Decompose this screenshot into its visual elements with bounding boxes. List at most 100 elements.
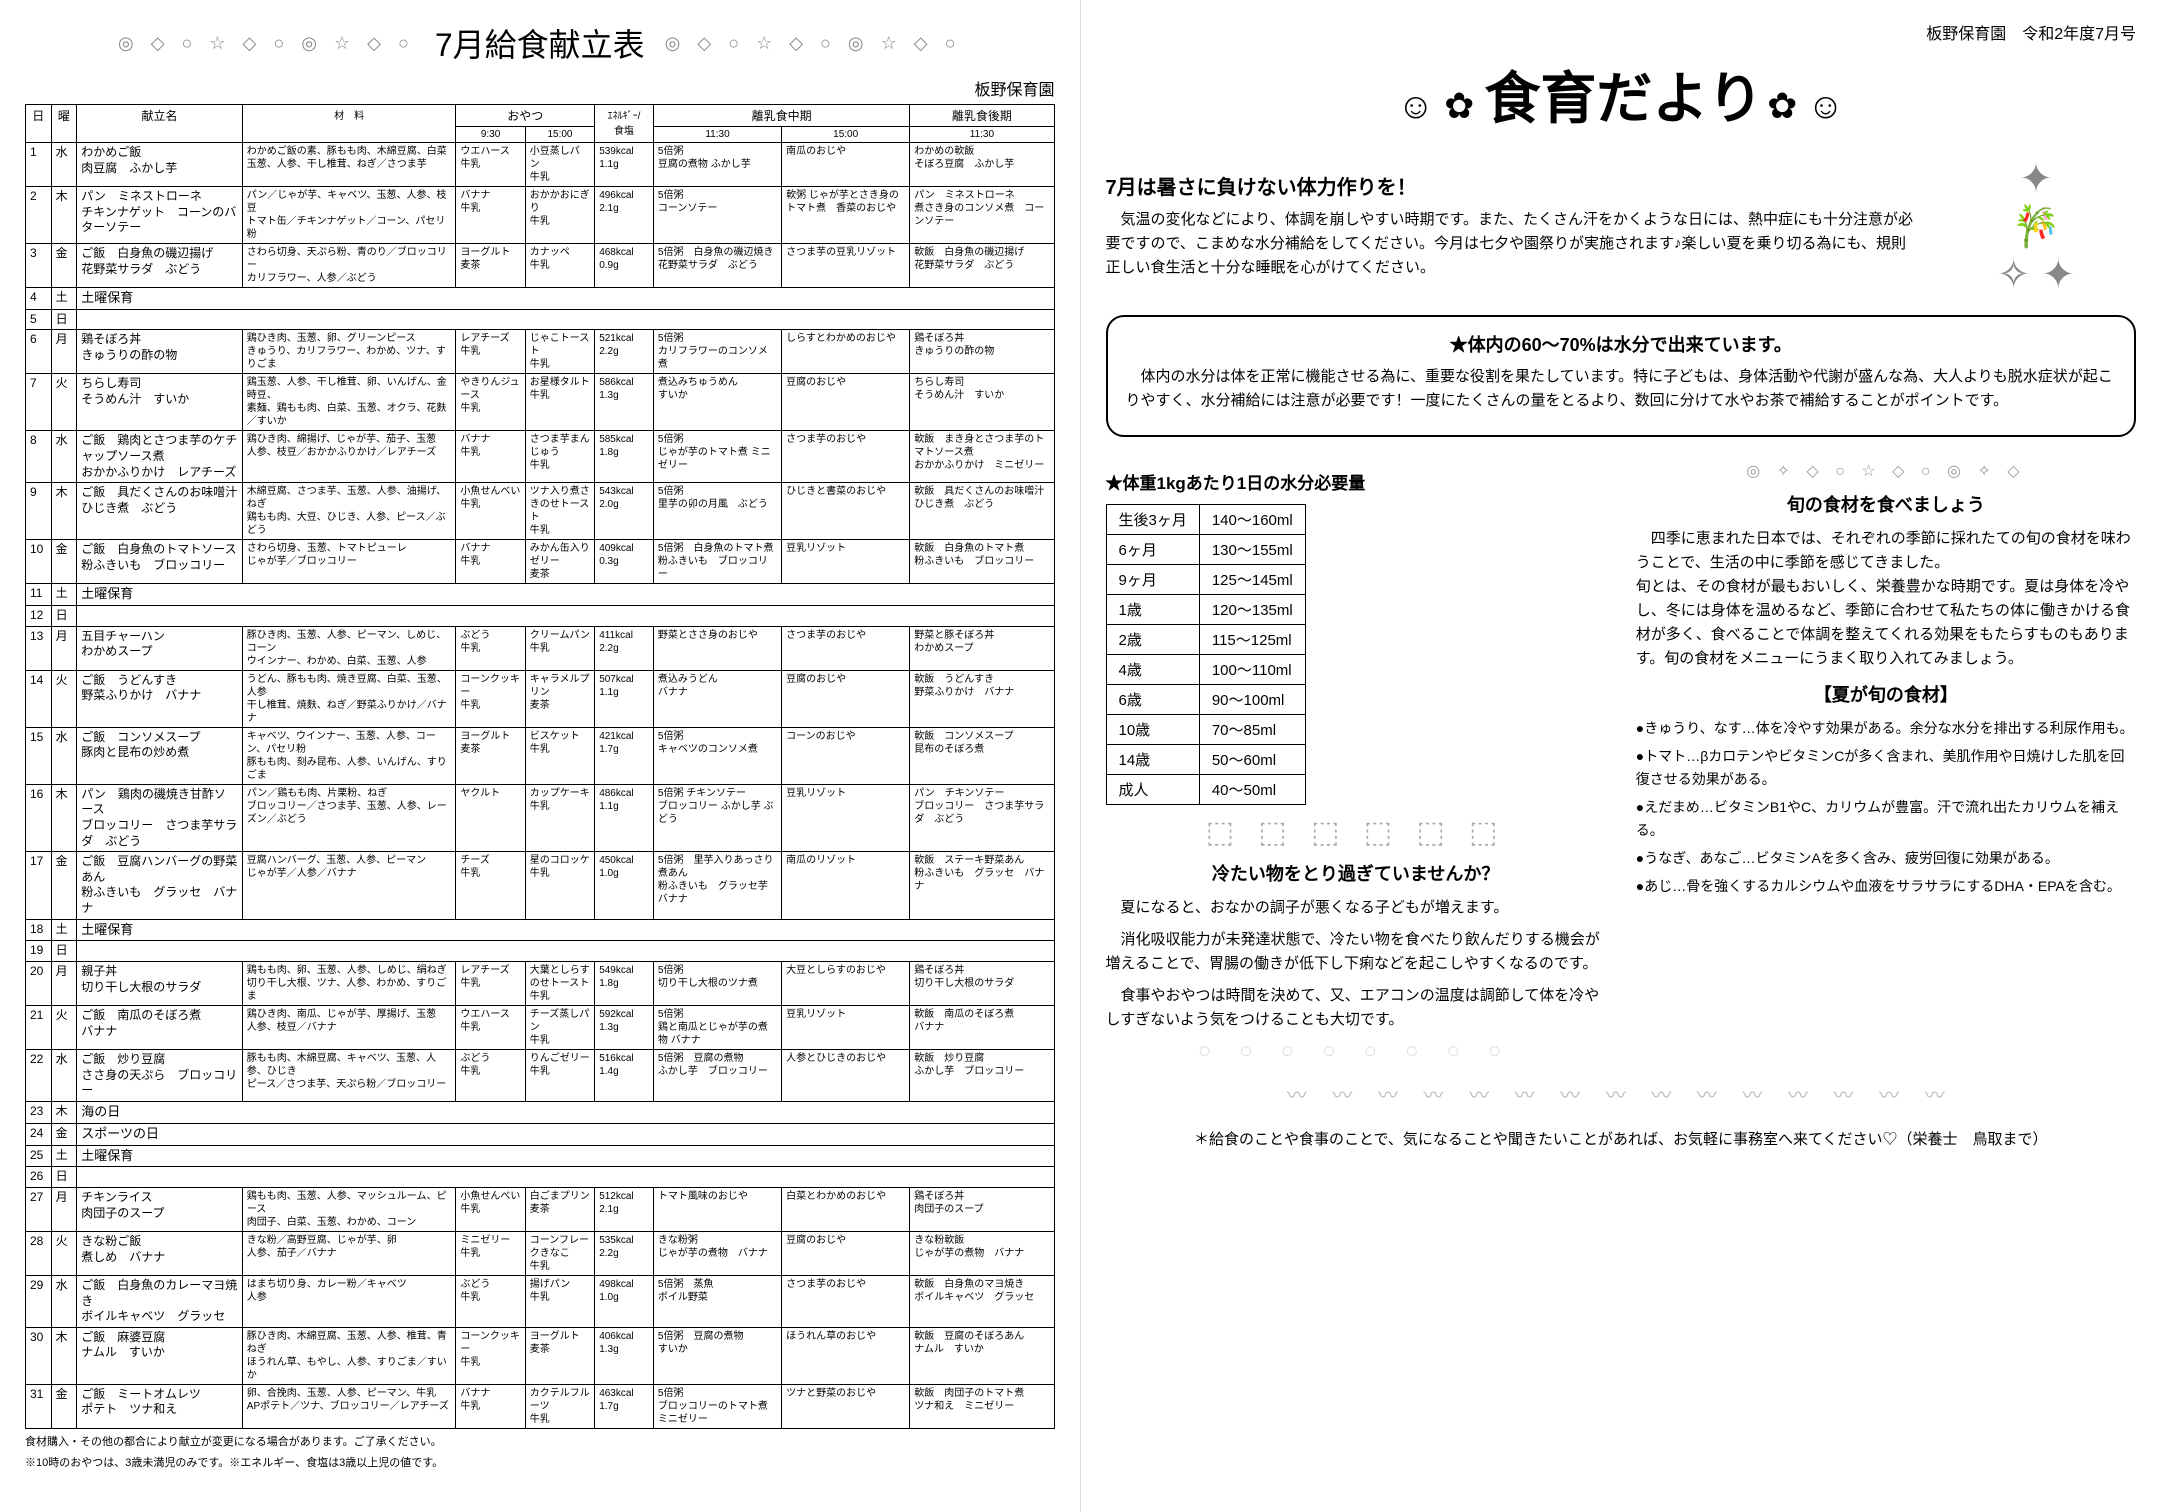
- cell-ingredients: 卵、合挽肉、玉葱、人参、ピーマン、牛乳 APポテト／ツナ、ブロッコリー／レアチー…: [242, 1384, 456, 1428]
- cell-snack930: やきりんジュース 牛乳: [456, 374, 525, 431]
- cell-wean-mid1130: 煮込みちゅうめん すいか: [653, 374, 781, 431]
- table-row: 10金ご飯 白身魚のトマトソース 粉ふきいも ブロッコリーさわら切身、玉葱、トマ…: [26, 540, 1055, 584]
- cell-ingredients: 木綿豆腐、さつま芋、玉葱、人参、油揚げ、ねぎ 鶏もも肉、大豆、ひじき、人参、ピー…: [242, 483, 456, 540]
- left-column: ★体重1kgあたり1日の水分必要量 生後3ヶ月140～160ml6ヶ月130～1…: [1106, 453, 1606, 1063]
- cell-energy: 463kcal 1.7g: [595, 1384, 654, 1428]
- cell-wean-mid1130: 5倍粥 豆腐の煮物 すいか: [653, 1327, 781, 1384]
- cell-day: 22: [26, 1049, 52, 1101]
- footnote1: 食材購入・その他の都合により献立が変更になる場合があります。ご了承ください。: [25, 1435, 1055, 1450]
- cell-snack930: ぶどう 牛乳: [456, 1276, 525, 1328]
- cell-wean-mid1130: 5倍粥 里芋入りあっさり煮あん 粉ふきいも グラッセ芋 バナナ: [653, 852, 781, 919]
- cell-wean-mid1130: 野菜とささ身のおじや: [653, 626, 781, 670]
- cell-energy: 516kcal 1.4g: [595, 1049, 654, 1101]
- cell-dow: 日: [51, 606, 77, 627]
- cold-heading: 冷たい物をとり過ぎていませんか？: [1106, 860, 1606, 886]
- cell-age: 成人: [1106, 775, 1199, 805]
- cell-merged: [77, 941, 1054, 962]
- cell-wean-mid1130: 5倍粥 チキンソテー ブロッコリー ふかし芋 ぶどう: [653, 784, 781, 851]
- cell-ingredients: きな粉／高野豆腐、じゃが芋、卵 人参、茄子／バナナ: [242, 1232, 456, 1276]
- cell-amount: 40～50ml: [1199, 775, 1305, 805]
- cell-energy: 586kcal 1.3g: [595, 374, 654, 431]
- cell-dow: 水: [51, 431, 77, 483]
- table-row: 24金スポーツの日: [26, 1123, 1055, 1145]
- right-column: ◎ ✧ ◇ ○ ☆ ◇ ○ ◎ ✧ ◇ 旬の食材を食べましょう 四季に恵まれた日…: [1636, 453, 2136, 1063]
- cell-snack930: バナナ 牛乳: [456, 540, 525, 584]
- table-row: 30木ご飯 麻婆豆腐 ナムル すいか豚ひき肉、木綿豆腐、玉葱、人参、椎茸、青ねぎ…: [26, 1327, 1055, 1384]
- cell-energy: 543kcal 2.0g: [595, 483, 654, 540]
- cell-ingredients: 鶏ひき肉、綿揚げ、じゃが芋、茄子、玉葱 人参、枝豆／おかかふりかけ／レアチーズ: [242, 431, 456, 483]
- table-row: 1歳120～135ml: [1106, 595, 1305, 625]
- table-row: 4土土曜保育: [26, 288, 1055, 310]
- cell-merged: [77, 1167, 1054, 1188]
- cell-menu: 親子丼 切り干し大根のサラダ: [77, 961, 243, 1005]
- table-row: 12日: [26, 606, 1055, 627]
- cell-menu: ご飯 麻婆豆腐 ナムル すいか: [77, 1327, 243, 1384]
- cell-snack930: ヤクルト: [456, 784, 525, 851]
- cell-merged: [77, 606, 1054, 627]
- cell-day: 26: [26, 1167, 52, 1188]
- cell-day: 5: [26, 309, 52, 330]
- cell-menu: わかめご飯 肉豆腐 ふかし芋: [77, 143, 243, 187]
- cell-day: 2: [26, 187, 52, 244]
- cell-wean-late: わかめの軟飯 そぼろ豆腐 ふかし芋: [910, 143, 1054, 187]
- cell-ingredients: キャベツ、ウインナー、玉葱、人参、コーン、パセリ粉 豚もも肉、刻み昆布、人参、い…: [242, 727, 456, 784]
- cell-wean-late: 軟飯 うどんすき 野菜ふりかけ バナナ: [910, 670, 1054, 727]
- cell-snack1500: 小豆蒸しパン 牛乳: [525, 143, 594, 187]
- summer-bullets: ●きゅうり、なす…体を冷やす効果がある。余分な水分を排出する利尿作用も。●トマト…: [1636, 717, 2136, 898]
- cell-day: 16: [26, 784, 52, 851]
- cell-amount: 90～100ml: [1199, 685, 1305, 715]
- cell-snack930: ミニゼリー 牛乳: [456, 1232, 525, 1276]
- th-energy: ｴﾈﾙｷﾞｰ/ 食塩: [595, 105, 654, 143]
- newsletter-title: ☺ ✿ 食育だより ✿ ☺: [1106, 54, 2137, 135]
- cell-energy: 486kcal 1.1g: [595, 784, 654, 851]
- table-row: 9ヶ月125～145ml: [1106, 565, 1305, 595]
- page-title: 7月給食献立表: [435, 20, 645, 66]
- cell-wean-mid1130: 5倍粥 蒸魚 ボイル野菜: [653, 1276, 781, 1328]
- cell-age: 生後3ヶ月: [1106, 505, 1199, 535]
- cell-dow: 水: [51, 727, 77, 784]
- cell-ingredients: パン／じゃが芋、キャベツ、玉葱、人参、枝豆 トマト缶／チキンナゲット／コーン、パ…: [242, 187, 456, 244]
- cell-merged: スポーツの日: [77, 1123, 1054, 1145]
- hydration-box-para: 体内の水分は体を正常に機能させる為に、重要な役割を果たしています。特に子どもは、…: [1126, 365, 2117, 413]
- cell-wean-late: 軟飯 炒り豆腐 ふかし芋 ブロッコリー: [910, 1049, 1054, 1101]
- cell-wean-mid1130: 5倍粥 ブロッコリーのトマト煮 ミニゼリー: [653, 1384, 781, 1428]
- cell-wean-mid1130: 煮込みうどん バナナ: [653, 670, 781, 727]
- cell-energy: 512kcal 2.1g: [595, 1188, 654, 1232]
- cell-wean-late: パン ミネストローネ 煮さき身のコンソメ煮 コーンソテー: [910, 187, 1054, 244]
- cell-day: 28: [26, 1232, 52, 1276]
- cell-dow: 火: [51, 374, 77, 431]
- bullet-item: ●きゅうり、なす…体を冷やす効果がある。余分な水分を排出する利尿作用も。: [1636, 717, 2136, 739]
- th-snack930: 9:30: [456, 127, 525, 143]
- cell-wean-late: 軟飯 肉団子のトマト煮 ツナ和え ミニゼリー: [910, 1384, 1054, 1428]
- cell-energy: 406kcal 1.3g: [595, 1327, 654, 1384]
- cell-ingredients: 鶏ひき肉、玉葱、卵、グリーンピース きゅうり、カリフラワー、わかめ、ツナ、すりご…: [242, 330, 456, 374]
- cell-dow: 水: [51, 143, 77, 187]
- bottles-deco-icon: ⬚ ⬚ ⬚ ⬚ ⬚ ⬚: [1106, 815, 1606, 850]
- table-row: 29水ご飯 白身魚のカレーマヨ焼き ボイルキャベツ グラッセはまち切り身、カレー…: [26, 1276, 1055, 1328]
- cell-snack930: チーズ 牛乳: [456, 852, 525, 919]
- cell-wean-mid1130: 5倍粥 白身魚のトマト煮 粉ふきいも ブロッコリー: [653, 540, 781, 584]
- cell-menu: ご飯 炒り豆腐 ささ身の天ぷら ブロッコリー: [77, 1049, 243, 1101]
- cell-snack1500: ビスケット 牛乳: [525, 727, 594, 784]
- cell-energy: 496kcal 2.1g: [595, 187, 654, 244]
- cell-day: 21: [26, 1005, 52, 1049]
- bottom-note: ＊給食のことや食事のことで、気になることや聞きたいことがあれば、お気軽に事務室へ…: [1106, 1128, 2137, 1149]
- bullet-item: ●えだまめ…ビタミンB1やC、カリウムが豊富。汗で流れ出たカリウムを補える。: [1636, 796, 2136, 841]
- menu-page: ◎ ◇ ○ ☆ ◇ ○ ◎ ☆ ◇ ○ 7月給食献立表 ◎ ◇ ○ ☆ ◇ ○ …: [0, 0, 1081, 1512]
- cell-snack1500: カップケーキ 牛乳: [525, 784, 594, 851]
- table-row: 生後3ヶ月140～160ml: [1106, 505, 1305, 535]
- cell-snack1500: クリームパン 牛乳: [525, 626, 594, 670]
- cell-snack1500: コーンフレークきなこ 牛乳: [525, 1232, 594, 1276]
- cell-amount: 120～135ml: [1199, 595, 1305, 625]
- cell-wean-mid1500: さつま芋のおじや: [782, 1276, 910, 1328]
- cell-wean-mid1500: コーンのおじや: [782, 727, 910, 784]
- hydration-box-heading: ★体内の60～70%は水分で出来ています。: [1126, 331, 2117, 357]
- table-row: 6歳90～100ml: [1106, 685, 1305, 715]
- cell-amount: 125～145ml: [1199, 565, 1305, 595]
- cell-snack1500: 揚げパン 牛乳: [525, 1276, 594, 1328]
- cell-age: 2歳: [1106, 625, 1199, 655]
- cell-wean-late: 鶏そぼろ丼 切り干し大根のサラダ: [910, 961, 1054, 1005]
- cell-dow: 金: [51, 1384, 77, 1428]
- cell-menu: ちらし寿司 そうめん汁 すいか: [77, 374, 243, 431]
- cell-day: 19: [26, 941, 52, 962]
